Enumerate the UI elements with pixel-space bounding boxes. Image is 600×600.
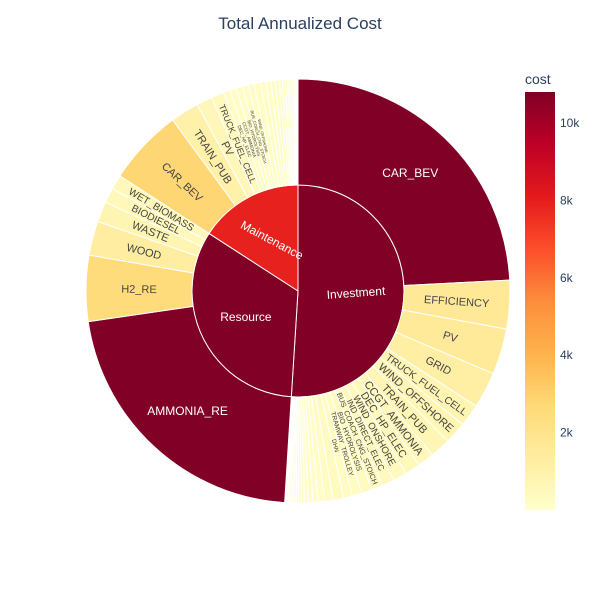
sector-maintenance-other-23[interactable] xyxy=(296,78,299,186)
colorbar-tick-label: 6k xyxy=(560,271,574,285)
colorbar-tick-label: 2k xyxy=(560,426,574,440)
sunburst-rings: InvestmentCAR_BEVEFFICIENCYPVGRIDTRUCK_F… xyxy=(85,78,511,504)
chart-title: Total Annualized Cost xyxy=(218,14,382,33)
sector-label-resource: Resource xyxy=(220,310,272,324)
sector-label-resource-ammonia-re: AMMONIA_RE xyxy=(147,404,228,418)
sector-label-investment-efficiency: EFFICIENCY xyxy=(424,294,491,310)
sector-resource-ammonia-re-0[interactable] xyxy=(87,305,292,504)
colorbar-tick-label: 10k xyxy=(560,116,580,130)
sector-investment-car-bev-0[interactable] xyxy=(297,78,511,287)
colorbar-ticks: 2k 4k 6k 8k 10k xyxy=(560,116,580,440)
colorbar xyxy=(525,92,555,510)
sector-label-investment-dhn: DHN xyxy=(330,439,339,453)
colorbar-tick-label: 8k xyxy=(560,193,574,207)
sector-label-investment-pv: PV xyxy=(441,329,459,345)
sector-label-resource-h2-re: H2_RE xyxy=(121,284,157,296)
sector-label-investment-car-bev: CAR_BEV xyxy=(382,166,438,180)
sector-label-investment: Investment xyxy=(326,284,386,302)
colorbar-tick-label: 4k xyxy=(560,348,574,362)
colorbar-title: cost xyxy=(525,71,551,87)
